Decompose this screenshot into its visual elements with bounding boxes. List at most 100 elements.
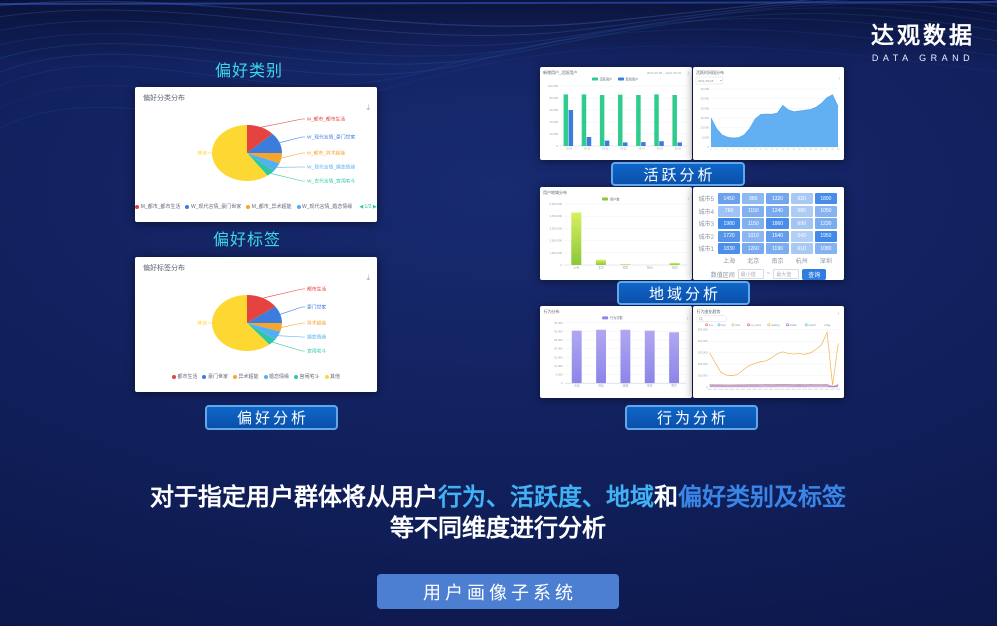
heatmap-cell[interactable]: 1150: [742, 218, 765, 229]
heatmap-cell[interactable]: 760: [718, 205, 741, 217]
legend-item[interactable]: 异术超能: [232, 373, 259, 380]
heatmap-cell[interactable]: 1190: [766, 243, 789, 254]
behavior-analysis-button[interactable]: 行为分析: [625, 405, 758, 430]
svg-text:16: 16: [798, 149, 800, 151]
svg-text:05-08: 05-08: [747, 389, 751, 391]
svg-text:25,000: 25,000: [700, 97, 709, 101]
svg-text:05-13: 05-13: [775, 389, 779, 391]
svg-text:0: 0: [556, 144, 558, 148]
svg-text:05-10: 05-10: [758, 389, 762, 391]
legend-pager[interactable]: ◀ 1/2 ▶: [359, 203, 377, 210]
heatmap-cell[interactable]: 1950: [814, 230, 838, 242]
download-icon[interactable]: ⤓: [366, 103, 370, 112]
heatmap-cell[interactable]: 1980: [718, 218, 741, 229]
description-segment: 等不同维度进行分析: [390, 515, 606, 542]
range-label: 数值区间: [710, 272, 735, 279]
legend-item[interactable]: 宫闱宅斗: [294, 373, 320, 380]
max-value-input[interactable]: 最大值: [773, 269, 800, 279]
heatmap-cell[interactable]: 1890: [814, 193, 838, 204]
svg-text:用户数: 用户数: [610, 196, 620, 201]
range-separator: ~: [766, 271, 771, 277]
legend-item[interactable]: W_现代言情_豪门世家: [185, 203, 241, 210]
legend-item[interactable]: M_都市_异术超能: [246, 203, 292, 210]
legend-item[interactable]: M_都市_都市生活: [135, 203, 180, 210]
panel-behavior-line: 行为变化趋势 ⤓ buy cart click my_favor reading dislik…: [693, 306, 844, 398]
region-analysis-button[interactable]: 地域分析: [617, 281, 750, 305]
svg-text:15,000: 15,000: [554, 355, 563, 359]
activity-analysis-button[interactable]: 活跃分析: [611, 162, 745, 186]
svg-text:南京: 南京: [623, 266, 629, 270]
heatmap-cell[interactable]: 540: [790, 230, 813, 242]
query-button[interactable]: 查询: [802, 268, 827, 280]
download-icon[interactable]: ⤓: [366, 273, 370, 282]
heatmap-cell[interactable]: 1240: [766, 205, 789, 217]
svg-text:05-09: 05-09: [752, 389, 756, 391]
svg-text:3,000,000: 3,000,000: [550, 226, 563, 230]
legend-item[interactable]: 婚恋情缘: [263, 373, 289, 380]
panel-active-users-bar: 新增用户_活跃用户 2021-05-09 ~ 2021-05-15 ⤓ 活跃用户 新增用…: [540, 67, 692, 160]
legend-item[interactable]: 豪门世家: [202, 373, 228, 380]
svg-text:15,000: 15,000: [700, 116, 709, 120]
logo-subtitle: DATA GRAND: [871, 53, 975, 63]
svg-text:my_favor: my_favor: [751, 323, 762, 327]
heatmap-cell[interactable]: 980: [742, 193, 765, 204]
heatmap-cell[interactable]: 1450: [718, 193, 741, 204]
heatmap-row-label: 城市3: [698, 222, 714, 228]
svg-text:05-24: 05-24: [836, 389, 840, 391]
heatmap-cell[interactable]: 1080: [814, 243, 838, 254]
svg-text:500,000: 500,000: [698, 328, 708, 332]
panel-region-heatmap: 城市5 1450 980 1320 620 1890 城市4 760 1150 1240 580 10…: [693, 187, 844, 280]
panel-title: 偏好分类分布: [143, 95, 185, 102]
svg-text:⤓: ⤓: [838, 76, 840, 80]
svg-text:W_现代言情_婚恋情缘: W_现代言情_婚恋情缘: [307, 164, 355, 171]
heatmap-cell[interactable]: 1320: [766, 193, 789, 204]
pie-legend: 都市生活 豪门世家 异术超能 婚恋情缘 宫闱宅斗 其他: [135, 371, 377, 380]
svg-text:2021-05-15: 2021-05-15: [698, 79, 714, 83]
preference-analysis-button[interactable]: 偏好分析: [205, 405, 338, 430]
heatmap-cell[interactable]: 620: [790, 193, 813, 204]
heatmap-cell[interactable]: 1860: [766, 218, 789, 229]
heatmap-cell[interactable]: 1150: [742, 205, 765, 217]
heatmap-cell[interactable]: 580: [790, 205, 813, 217]
heatmap-row-label: 城市1: [698, 247, 714, 253]
svg-text:05-07: 05-07: [741, 389, 745, 391]
svg-text:cart: cart: [721, 323, 726, 327]
logo-title: 达观数据: [871, 22, 975, 48]
svg-text:行为变化趋势: 行为变化趋势: [697, 309, 721, 314]
heatmap-cell[interactable]: 1010: [742, 230, 765, 242]
pie-slice: [247, 153, 274, 176]
heatmap-cell[interactable]: 610: [790, 243, 813, 254]
svg-text:7: 7: [749, 149, 750, 151]
svg-text:0: 0: [561, 381, 563, 385]
svg-text:17: 17: [804, 149, 806, 151]
legend-item[interactable]: W_现代言情_婚恋情缘: [296, 203, 352, 210]
heatmap-col-label: 深圳: [819, 258, 832, 265]
heatmap-cell[interactable]: 1830: [718, 243, 741, 254]
panel-behavior-bar: 行为分布 行为次数 ⤓ 35,000 30,000 25,000 20,000 15,000 1…: [540, 306, 692, 398]
top-shade: [0, 0, 997, 66]
legend-item[interactable]: 都市生活: [171, 373, 197, 380]
min-value-input[interactable]: 最小值: [737, 269, 764, 279]
svg-text:收藏: 收藏: [623, 384, 629, 388]
heatmap-cell[interactable]: 1230: [814, 218, 838, 229]
svg-text:05-15: 05-15: [675, 148, 682, 151]
svg-text:9: 9: [760, 149, 761, 151]
description-segment: 行为、: [438, 484, 510, 511]
heatmap-cell[interactable]: 1050: [814, 205, 838, 217]
svg-text:19: 19: [815, 149, 817, 151]
heatmap-cell[interactable]: 1540: [766, 230, 789, 242]
svg-text:6: 6: [744, 149, 745, 151]
legend-item[interactable]: 其他: [324, 373, 340, 380]
user-profile-subsystem-button[interactable]: 用户画像子系统: [377, 574, 619, 609]
svg-text:05-10: 05-10: [584, 148, 591, 151]
svg-text:M_都市_都市生活: M_都市_都市生活: [307, 116, 345, 123]
heatmap-cell[interactable]: 690: [790, 218, 813, 229]
svg-text:行为次数: 行为次数: [610, 315, 623, 320]
heatmap-cell[interactable]: 1720: [718, 230, 741, 242]
svg-text:8: 8: [755, 149, 756, 151]
pie-slice: [247, 153, 282, 164]
svg-text:用户地域分布: 用户地域分布: [543, 189, 567, 195]
svg-text:5,000: 5,000: [556, 373, 563, 377]
heatmap-cell[interactable]: 1260: [742, 243, 765, 254]
